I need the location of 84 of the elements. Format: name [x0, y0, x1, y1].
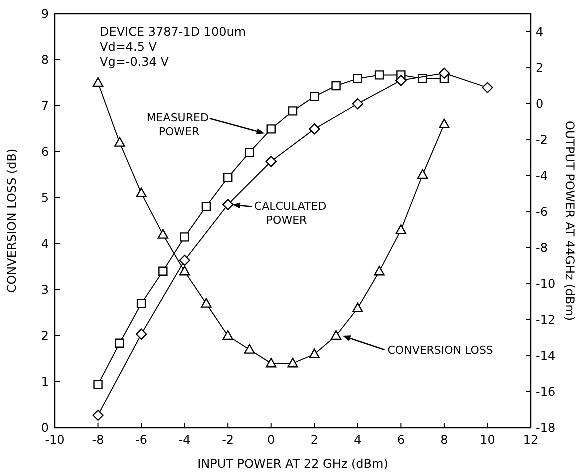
y-tick-label: 0 [41, 421, 49, 435]
x-tick-label: -8 [92, 433, 104, 447]
y2-tick-label: -6 [536, 205, 548, 219]
y2-tick-label: -8 [536, 241, 548, 255]
point [136, 188, 147, 198]
point [180, 232, 190, 242]
annotation: MEASURED POWER [146, 112, 209, 139]
point [374, 70, 384, 80]
y2-tick-label: -4 [536, 169, 548, 183]
point [114, 137, 126, 147]
y-tick-label: 7 [41, 99, 49, 113]
point [309, 348, 320, 358]
point [158, 229, 169, 239]
point [352, 302, 364, 312]
x-tick-label: 10 [480, 433, 496, 447]
x-tick-label: 6 [397, 433, 405, 447]
point [482, 82, 494, 94]
point [179, 266, 190, 276]
point [330, 330, 342, 340]
point [288, 106, 298, 116]
point [245, 148, 254, 158]
point [266, 124, 276, 134]
y2-tick-label: 0 [536, 97, 544, 111]
y-axis-title: CONVERSION LOSS (dB) [5, 148, 19, 294]
point [353, 74, 363, 84]
point [222, 330, 234, 340]
x-tick-label: -4 [178, 433, 191, 447]
point [332, 81, 341, 91]
annotation: DEVICE 3787-1D 100um [100, 25, 246, 39]
y2-tick-label: 2 [536, 61, 544, 75]
y-tick-label: 1 [41, 375, 49, 389]
point [202, 202, 212, 212]
point [115, 338, 125, 348]
y2-tick-label: -14 [536, 349, 556, 363]
point [396, 224, 407, 234]
y-tick-label: 9 [41, 7, 49, 21]
x-tick-label: -2 [222, 433, 234, 447]
point [310, 92, 320, 102]
x-tick-label: -6 [136, 433, 148, 447]
point [222, 199, 234, 210]
point [374, 266, 385, 276]
x-tick-label: 0 [268, 433, 276, 447]
annotation: CALCULATED POWER [254, 200, 327, 227]
y-tick-label: 8 [41, 53, 49, 67]
point [288, 358, 298, 368]
point [136, 328, 148, 340]
y2-tick-label: -2 [536, 133, 548, 147]
y2-tick-label: -12 [536, 313, 556, 327]
y-tick-label: 6 [41, 145, 49, 159]
point [94, 380, 103, 390]
x-tick-label: -10 [45, 433, 65, 447]
x-tick-label: 2 [310, 433, 318, 447]
point [396, 75, 407, 86]
annotation: CONVERSION LOSS [388, 344, 494, 357]
y2-tick-label: -18 [536, 421, 556, 435]
y-tick-label: 3 [41, 283, 49, 297]
point [158, 266, 168, 276]
y2-tick-label: -16 [536, 385, 556, 399]
point [417, 169, 428, 180]
point [179, 255, 190, 266]
point [201, 298, 212, 308]
x-axis-title: INPUT POWER AT 22 GHz (dBm) [198, 457, 388, 471]
y-tick-label: 4 [41, 237, 49, 251]
annotation: Vd=4.5 V [100, 40, 158, 54]
point [266, 358, 277, 368]
point [223, 173, 233, 182]
point [439, 118, 450, 128]
x-tick-label: 8 [440, 433, 448, 447]
y2-tick-label: 4 [536, 25, 544, 39]
point [92, 77, 104, 88]
y2-axis-title: OUTPUT POWER AT 44GHz (dBm) [563, 120, 577, 322]
y2-tick-label: -10 [536, 277, 556, 291]
y-tick-label: 2 [41, 329, 49, 343]
y-tick-label: 5 [41, 191, 49, 205]
x-tick-label: 4 [354, 433, 362, 447]
point [92, 410, 104, 421]
point [244, 344, 256, 354]
point [438, 68, 450, 79]
point [352, 98, 364, 110]
point [136, 299, 146, 308]
annotation: Vg=-0.34 V [100, 55, 170, 69]
point [266, 156, 277, 168]
point [309, 124, 320, 135]
x-tick-label: 12 [523, 433, 539, 447]
